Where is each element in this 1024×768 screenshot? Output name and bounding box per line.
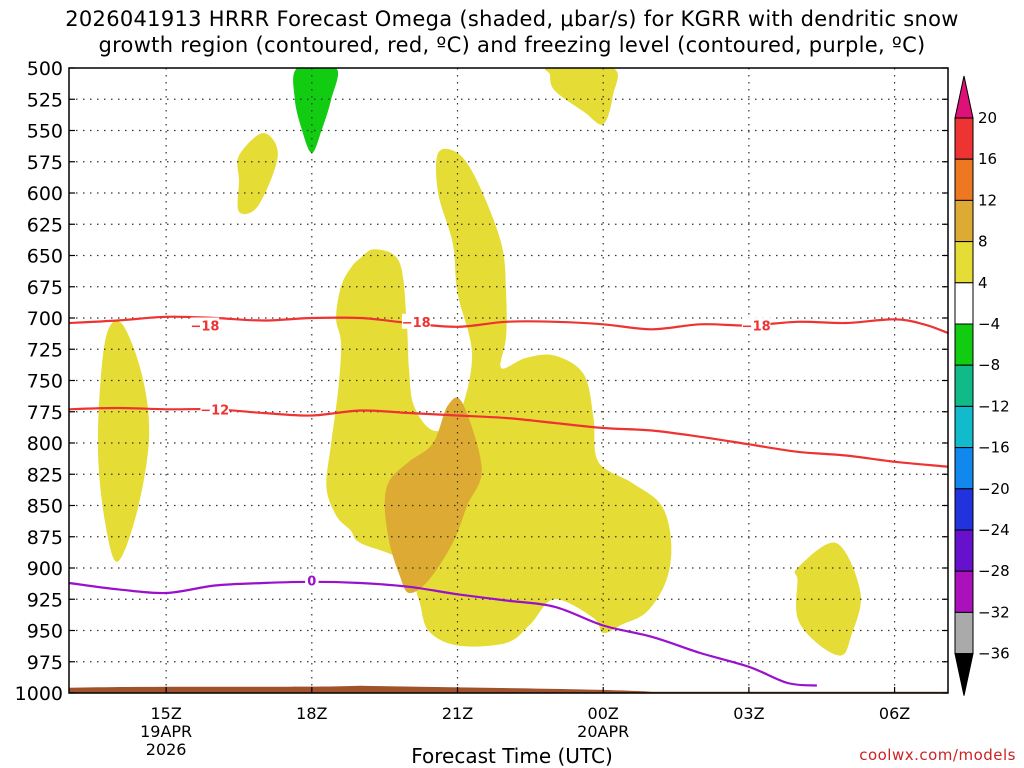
dgz-contour-minus12-label-0: −12 (200, 403, 229, 418)
y-tick-label-650: 650 (27, 246, 63, 268)
colorbar-bin-5 (954, 323, 974, 366)
colorbar-bin-0 (954, 117, 974, 160)
y-tick-label-875: 875 (27, 527, 63, 549)
colorbar: 20 16 12 8 4 −4 −8 −12 −16 −20 −24 −28 −32 −36 (954, 75, 1010, 696)
y-axis: 500 525 550 575 600 625 650 675 700 725 750 775 800 8… (15, 58, 948, 705)
colorbar-label-9: −20 (978, 480, 1010, 498)
credit-link[interactable]: coolwx.com/models (859, 746, 1016, 764)
colorbar-bin-9 (954, 488, 974, 531)
x-tick-date-24: 20APR (577, 722, 629, 741)
surface-terrain (69, 685, 948, 693)
y-tick-label-500: 500 (27, 58, 63, 80)
colorbar-bin-4 (954, 282, 974, 325)
dgz-contour-minus18-label-bg-2 (741, 317, 771, 333)
colorbar-label-11: −28 (978, 562, 1010, 580)
colorbar-bin-10 (954, 529, 974, 572)
dgz-contour-minus18-label-2: −18 (742, 320, 771, 335)
x-tick-label-27: 03Z (733, 704, 764, 723)
freezing-level-contour-0 (69, 580, 817, 687)
y-tick-label-575: 575 (27, 152, 63, 174)
colorbar-label-13: −36 (978, 645, 1010, 663)
y-tick-label-1000: 1000 (15, 683, 63, 705)
colorbar-bin-11 (954, 570, 974, 613)
colorbar-arrow-bottom (954, 653, 974, 696)
x-tick-label-15: 15Z (150, 704, 181, 723)
x-tick-label-30: 06Z (879, 704, 910, 723)
freezing-level-contour-0-label-bg-0 (305, 572, 319, 588)
y-tick-label-950: 950 (27, 621, 63, 643)
freezing-level-contour-0-label-0: 0 (307, 575, 316, 590)
y-tick-label-725: 725 (27, 339, 63, 361)
colorbar-label-10: −24 (978, 521, 1010, 539)
omega-region-upward-green (293, 68, 339, 153)
colorbar-bin-1 (954, 158, 974, 201)
chart-title-line1: 2026041913 HRRR Forecast Omega (shaded, … (65, 7, 959, 31)
omega-region-yellow-lower-right (794, 542, 862, 656)
colorbar-label-7: −12 (978, 397, 1010, 415)
colorbar-bin-3 (954, 241, 974, 284)
omega-region-yellow-small-600 (237, 133, 278, 215)
colorbar-label-5: −4 (978, 315, 1000, 333)
colorbar-label-0: 20 (978, 109, 997, 127)
x-tick-label-18: 18Z (296, 704, 327, 723)
dgz-contour-minus18-label-bg-0 (190, 317, 220, 333)
y-tick-label-825: 825 (27, 464, 63, 486)
omega-region-yellow-top (544, 68, 618, 125)
colorbar-bin-6 (954, 364, 974, 407)
colorbar-bin-12 (954, 611, 974, 655)
y-tick-label-775: 775 (27, 402, 63, 424)
colorbar-label-6: −8 (978, 356, 1000, 374)
colorbar-label-4: 4 (978, 274, 988, 292)
x-tick-date-15: 19APR (140, 722, 192, 741)
chart-title-line2: growth region (contoured, red, ºC) and f… (98, 33, 926, 57)
y-tick-label-800: 800 (27, 433, 63, 455)
colorbar-bin-7 (954, 405, 974, 449)
dgz-contour-minus18-label-1: −18 (402, 316, 431, 331)
x-tick-year-15: 2026 (146, 740, 187, 759)
terrain-layer (69, 685, 948, 693)
y-tick-label-750: 750 (27, 371, 63, 393)
y-tick-label-675: 675 (27, 277, 63, 299)
colorbar-label-12: −32 (978, 603, 1010, 621)
dgz-contour-minus12-label-bg-0 (200, 401, 229, 417)
x-axis-label: Forecast Time (UTC) (411, 744, 613, 768)
y-tick-label-975: 975 (27, 652, 63, 674)
colorbar-label-3: 8 (978, 233, 988, 251)
y-tick-label-525: 525 (27, 89, 63, 111)
y-tick-label-550: 550 (27, 121, 63, 143)
dgz-contour-minus18-label-bg-1 (401, 313, 431, 329)
y-tick-label-850: 850 (27, 496, 63, 518)
colorbar-label-8: −16 (978, 439, 1010, 457)
colorbar-bin-8 (954, 447, 974, 490)
x-tick-label-24: 00Z (588, 704, 619, 723)
colorbar-bin-2 (954, 199, 974, 243)
y-tick-label-600: 600 (27, 183, 63, 205)
dgz-contour-minus18-label-0: −18 (190, 320, 219, 335)
colorbar-label-1: 16 (978, 150, 997, 168)
y-tick-label-700: 700 (27, 308, 63, 330)
contour-labels: −18 −18 −18 −12 0 (190, 313, 771, 590)
colorbar-label-2: 12 (978, 191, 997, 209)
y-tick-label-925: 925 (27, 589, 63, 611)
omega-region-yellow-left-800 (97, 320, 150, 562)
y-tick-label-625: 625 (27, 214, 63, 236)
y-tick-label-900: 900 (27, 558, 63, 580)
x-tick-label-21: 21Z (442, 704, 473, 723)
